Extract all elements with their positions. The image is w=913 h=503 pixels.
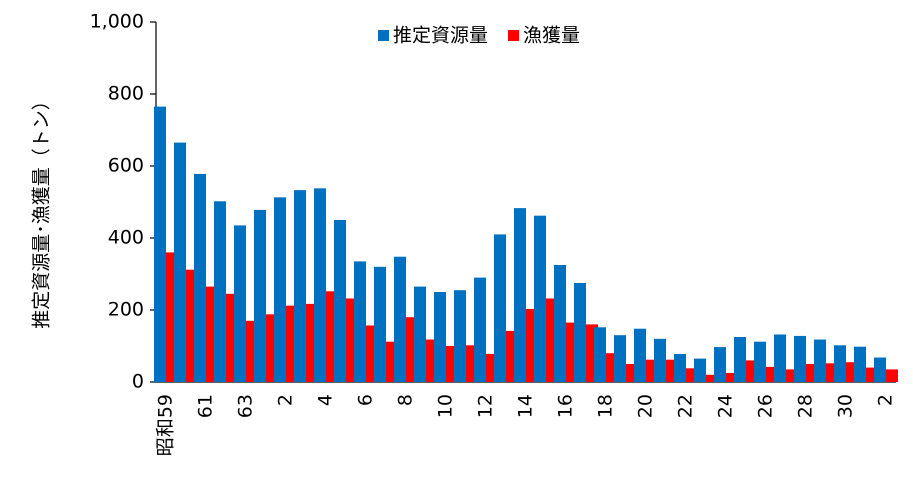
legend-swatch <box>378 30 389 41</box>
y-tick-label: 1,000 <box>90 11 144 33</box>
bar <box>414 286 426 382</box>
bar <box>474 277 486 382</box>
x-tick-label: 30 <box>835 394 857 418</box>
bar <box>234 225 246 382</box>
bar <box>554 265 566 382</box>
bar <box>754 341 766 382</box>
x-tick-label: 28 <box>795 394 817 418</box>
x-tick-label: 4 <box>315 394 337 406</box>
x-tick-label: 6 <box>355 394 377 406</box>
x-tick-label: 2 <box>875 394 897 406</box>
bar <box>214 201 226 382</box>
x-tick-label: 63 <box>235 394 257 418</box>
bar <box>594 327 606 382</box>
x-tick-label: 8 <box>395 394 417 406</box>
y-tick-label: 600 <box>108 155 144 177</box>
bar <box>874 357 886 382</box>
x-tick-label: 昭和59 <box>155 394 177 456</box>
y-tick-label: 0 <box>132 371 144 393</box>
x-tick-label: 14 <box>515 394 537 418</box>
bar <box>634 328 646 382</box>
x-tick-label: 26 <box>755 394 777 418</box>
y-tick-label: 800 <box>108 83 144 105</box>
bar <box>254 209 266 382</box>
x-tick-label: 61 <box>195 394 217 418</box>
bar <box>714 347 726 382</box>
y-tick-label: 400 <box>108 227 144 249</box>
x-tick-label: 24 <box>715 394 737 418</box>
bar <box>174 142 186 382</box>
legend-swatch <box>508 30 520 41</box>
bar <box>814 339 826 382</box>
bar <box>494 234 506 382</box>
bar <box>706 374 718 382</box>
bar <box>694 358 706 382</box>
bar <box>154 106 166 382</box>
legend-label: 漁獲量 <box>523 25 580 47</box>
bar <box>654 338 666 382</box>
legend-label: 推定資源量 <box>393 25 488 47</box>
x-tick-label: 16 <box>555 394 577 418</box>
bar <box>854 346 866 382</box>
bar <box>454 290 466 382</box>
bar <box>574 283 586 382</box>
bar <box>294 190 306 382</box>
bar <box>434 292 446 382</box>
bar <box>274 197 286 382</box>
bar <box>614 335 626 382</box>
x-tick-label: 10 <box>435 394 457 418</box>
bar <box>354 261 366 382</box>
bar <box>886 369 898 382</box>
x-tick-label: 20 <box>635 394 657 418</box>
y-tick-label: 200 <box>108 299 144 321</box>
bar <box>834 345 846 382</box>
x-tick-label: 2 <box>275 394 297 406</box>
bar <box>726 373 738 382</box>
bar <box>334 220 346 382</box>
bar <box>794 335 806 382</box>
bar <box>374 266 386 382</box>
bar <box>774 334 786 382</box>
bar <box>514 208 526 382</box>
bar <box>674 353 686 382</box>
bar <box>194 173 206 382</box>
bar <box>734 337 746 382</box>
x-tick-label: 12 <box>475 394 497 418</box>
bar <box>314 188 326 382</box>
y-axis-label: 推定資源量･漁獲量（トン） <box>31 91 53 329</box>
x-tick-label: 18 <box>595 394 617 418</box>
x-tick-label: 22 <box>675 394 697 418</box>
bar <box>394 256 406 382</box>
bar <box>534 215 546 382</box>
